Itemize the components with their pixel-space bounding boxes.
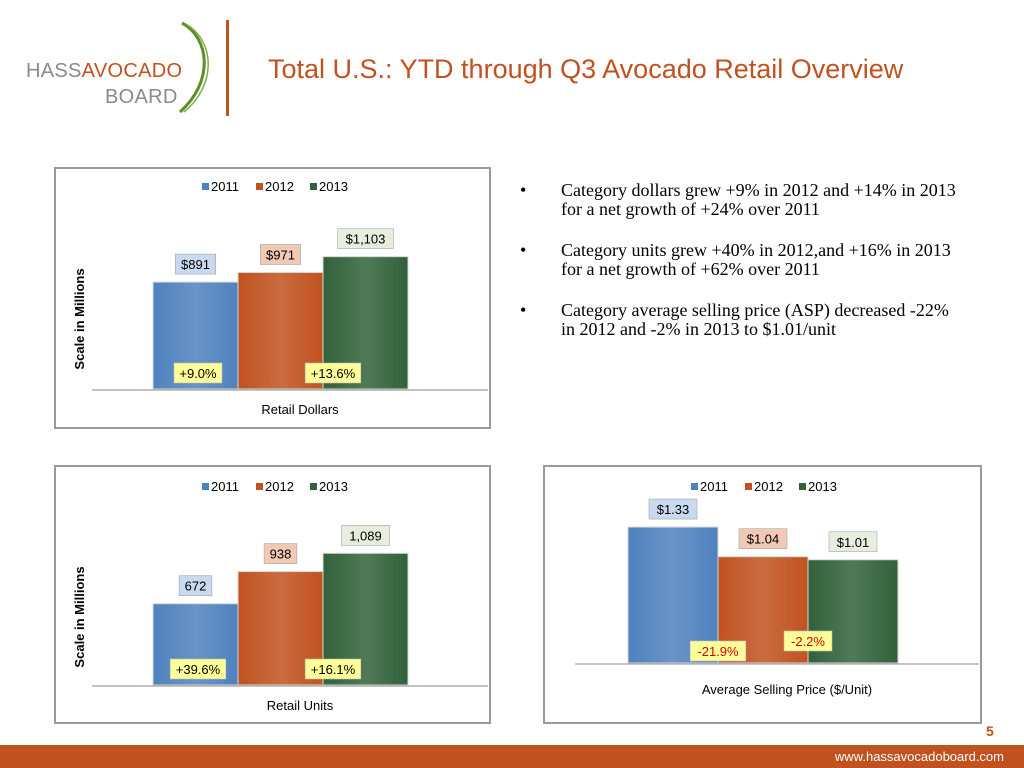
legend-label: 2013 — [319, 179, 348, 194]
data-label: 1,089 — [349, 528, 382, 543]
data-label-box — [648, 498, 698, 520]
data-label: 938 — [270, 547, 292, 562]
change-label-box — [304, 362, 362, 384]
y-axis-label: Scale in Millions — [72, 566, 87, 667]
x-axis-label: Retail Dollars — [261, 402, 339, 417]
legend-label: 2012 — [754, 479, 783, 494]
bullet-dot: • — [520, 300, 527, 320]
data-label-box — [341, 525, 390, 546]
data-label: $1.33 — [657, 502, 690, 517]
change-label: +39.6% — [176, 662, 221, 677]
retail-dollars-svg: 2011 2012 2013 $891 $971 $1,103 +9.0% +13.6% Ret… — [72, 179, 488, 417]
legend-label: 2011 — [211, 179, 239, 194]
logo-word-hass: HASS — [26, 60, 82, 82]
data-label: $1.01 — [837, 535, 870, 550]
legend-label: 2012 — [265, 179, 294, 194]
legend-swatch — [310, 183, 317, 190]
bullet-item: • Category average selling price (ASP) de… — [517, 301, 967, 339]
legend-label: 2011 — [700, 479, 728, 494]
page-number: 5 — [986, 723, 994, 739]
legend-swatch — [202, 483, 209, 490]
data-label-box — [828, 531, 878, 553]
change-label-box — [304, 658, 362, 680]
footer-bar: www.hassavocadoboard.com — [0, 745, 1024, 768]
bullet-text: Category dollars grew +9% in 2012 and +1… — [561, 180, 956, 219]
y-axis-label: Scale in Millions — [72, 268, 87, 369]
bar — [322, 256, 409, 390]
bullet-text: Category average selling price (ASP) dec… — [561, 300, 949, 339]
data-label: $1.04 — [747, 532, 780, 547]
data-label-box — [178, 575, 213, 597]
logo-word-board: BOARD — [105, 86, 178, 108]
bullet-item: • Category dollars grew +9% in 2012 and +… — [517, 181, 967, 219]
data-label: $891 — [181, 257, 210, 272]
legend-label: 2012 — [265, 479, 294, 494]
bullet-dot: • — [520, 240, 527, 260]
change-label: +16.1% — [311, 662, 356, 677]
legend-swatch — [691, 483, 698, 490]
legend-swatch — [310, 483, 317, 490]
bar — [627, 526, 719, 664]
legend-swatch — [202, 183, 209, 190]
retail-units-chart: 2011 2012 2013 672 938 1,089 +39.6% +16.1% Retai… — [54, 465, 491, 724]
change-label-box — [169, 658, 227, 680]
change-label-box — [689, 640, 747, 662]
hass-avocado-board-logo: HASSAVOCADO BOARD — [22, 20, 222, 115]
retail-dollars-chart: 2011 2012 2013 $891 $971 $1,103 +9.0% +13.6% Ret… — [54, 167, 491, 429]
data-label-box — [260, 244, 302, 265]
change-label-box — [173, 362, 223, 384]
data-label-box — [337, 228, 394, 249]
bullet-item: • Category units grew +40% in 2012,and +1… — [517, 241, 967, 279]
legend-swatch — [256, 483, 263, 490]
legend-swatch — [799, 483, 806, 490]
avocado-swoosh-icon — [179, 21, 209, 114]
data-label: $971 — [266, 247, 295, 262]
data-label: 672 — [185, 579, 207, 594]
average-selling-price-chart: 2011 2012 2013 $1.33 $1.04 $1.01 -21.9% -2.2% Av… — [543, 465, 982, 724]
change-label: -21.9% — [697, 644, 739, 659]
page-title: Total U.S.: YTD through Q3 Avocado Retai… — [268, 54, 904, 84]
x-axis-label: Average Selling Price ($/Unit) — [702, 682, 872, 697]
data-label-box — [263, 543, 298, 564]
legend-label: 2011 — [211, 479, 239, 494]
change-label: +13.6% — [311, 366, 356, 381]
title-divider — [226, 20, 229, 116]
x-axis-label: Retail Units — [267, 698, 334, 713]
change-label-box — [783, 630, 833, 652]
bullet-dot: • — [520, 180, 527, 200]
data-label: $1,103 — [346, 232, 386, 247]
change-label: -2.2% — [791, 634, 825, 649]
summary-bullets: • Category dollars grew +9% in 2012 and +… — [517, 181, 967, 361]
logo-word-avocado: AVOCADO — [81, 60, 183, 82]
retail-units-svg: 2011 2012 2013 672 938 1,089 +39.6% +16.1% Retai… — [72, 479, 488, 713]
data-label-box — [175, 253, 217, 275]
footer-url-link[interactable]: www.hassavocadoboard.com — [834, 749, 1004, 764]
change-label: +9.0% — [179, 366, 217, 381]
legend-label: 2013 — [319, 479, 348, 494]
legend-swatch — [256, 183, 263, 190]
legend-swatch — [745, 483, 752, 490]
bullet-text: Category units grew +40% in 2012,and +16… — [561, 240, 951, 279]
legend-label: 2013 — [808, 479, 837, 494]
average-selling-price-svg: 2011 2012 2013 $1.33 $1.04 $1.01 -21.9% -2.2% Av… — [575, 479, 979, 697]
data-label-box — [738, 528, 788, 549]
